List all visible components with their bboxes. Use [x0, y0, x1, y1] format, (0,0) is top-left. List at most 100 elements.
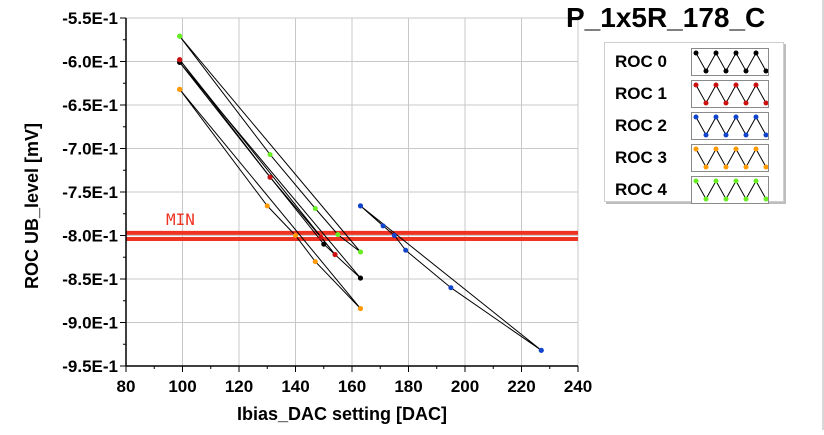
- data-point: [312, 206, 318, 212]
- data-point: [318, 234, 324, 240]
- legend-marker: [713, 178, 719, 184]
- y-tick-label: -9.5E-1: [62, 357, 118, 376]
- x-tick-label: 140: [281, 377, 309, 396]
- legend-swatch: [691, 48, 769, 76]
- data-point: [312, 259, 318, 265]
- series-line: [360, 205, 542, 351]
- legend-marker: [763, 132, 768, 138]
- legend-marker: [753, 114, 759, 120]
- x-tick-label: 180: [394, 377, 422, 396]
- data-point: [403, 247, 409, 253]
- x-tick-label: 80: [117, 377, 136, 396]
- legend-label: ROC 4: [615, 180, 667, 199]
- legend-marker: [703, 164, 709, 170]
- legend-marker: [723, 132, 729, 138]
- legend-marker: [763, 196, 768, 202]
- legend-marker: [733, 146, 739, 152]
- data-point: [335, 232, 341, 238]
- data-point: [357, 249, 363, 255]
- legend-swatch-graphic: [693, 178, 768, 202]
- y-tick-label: -9.0E-1: [62, 314, 118, 333]
- x-axis-label: Ibias_DAC setting [DAC]: [237, 404, 447, 424]
- data-point: [380, 223, 386, 229]
- legend-marker: [693, 50, 699, 56]
- data-point: [264, 203, 270, 209]
- data-point: [177, 86, 183, 92]
- x-tick-label: 120: [225, 377, 253, 396]
- legend-marker: [753, 82, 759, 88]
- legend-marker: [693, 82, 699, 88]
- x-tick-label: 100: [168, 377, 196, 396]
- legend-item: ROC 2: [605, 111, 783, 141]
- legend-marker: [723, 68, 729, 74]
- y-tick-label: -8.5E-1: [62, 270, 118, 289]
- series-line: [179, 88, 361, 309]
- data-point: [177, 33, 183, 39]
- legend-swatch-graphic: [693, 82, 768, 106]
- legend-swatch-graphic: [693, 50, 768, 74]
- legend-item: ROC 4: [605, 175, 783, 205]
- legend-marker: [703, 132, 709, 138]
- legend-swatch: [691, 144, 769, 172]
- legend-line: [695, 115, 767, 137]
- series-line: [179, 35, 361, 253]
- legend-marker: [733, 178, 739, 184]
- legend-swatch-graphic: [693, 146, 768, 170]
- legend-label: ROC 1: [615, 84, 667, 103]
- legend-marker: [743, 196, 749, 202]
- legend-line: [695, 51, 767, 73]
- window-edge: [822, 0, 824, 430]
- legend-marker: [723, 196, 729, 202]
- legend-marker: [733, 82, 739, 88]
- legend-label: ROC 2: [615, 116, 667, 135]
- legend-marker: [693, 146, 699, 152]
- legend-marker: [703, 196, 709, 202]
- legend-marker: [743, 132, 749, 138]
- legend-marker: [753, 146, 759, 152]
- legend-marker: [723, 100, 729, 106]
- data-point: [448, 285, 454, 291]
- data-point: [267, 174, 273, 180]
- legend-marker: [693, 114, 699, 120]
- data-point: [267, 152, 273, 158]
- legend-swatch: [691, 112, 769, 140]
- legend-swatch-graphic: [693, 114, 768, 138]
- y-tick-label: -5.5E-1: [62, 9, 118, 28]
- threshold-label: MIN: [166, 210, 195, 229]
- legend-item: ROC 1: [605, 79, 783, 109]
- legend-marker: [733, 50, 739, 56]
- legend-marker: [743, 100, 749, 106]
- x-tick-label: 220: [507, 377, 535, 396]
- legend-swatch: [691, 80, 769, 108]
- legend-line: [695, 147, 767, 169]
- legend-marker: [763, 164, 768, 170]
- legend-line: [695, 83, 767, 105]
- legend-marker: [763, 100, 768, 106]
- y-tick-label: -6.5E-1: [62, 96, 118, 115]
- data-point: [357, 275, 363, 281]
- legend-marker: [753, 50, 759, 56]
- data-point: [357, 203, 363, 209]
- y-axis-label: ROC UB_level [mV]: [22, 123, 42, 289]
- y-tick-label: -7.5E-1: [62, 183, 118, 202]
- legend-item: ROC 3: [605, 143, 783, 173]
- legend-marker: [713, 82, 719, 88]
- legend-line: [695, 179, 767, 201]
- legend-marker: [743, 68, 749, 74]
- legend-marker: [763, 68, 768, 74]
- data-point: [332, 252, 338, 258]
- x-tick-label: 240: [564, 377, 592, 396]
- legend-marker: [703, 68, 709, 74]
- y-tick-label: -7.0E-1: [62, 140, 118, 159]
- legend-marker: [713, 50, 719, 56]
- legend-swatch: [691, 176, 769, 204]
- legend-marker: [743, 164, 749, 170]
- legend-label: ROC 0: [615, 52, 667, 71]
- legend-item: ROC 0: [605, 47, 783, 77]
- legend-marker: [703, 100, 709, 106]
- legend-label: ROC 3: [615, 148, 667, 167]
- y-tick-label: -8.0E-1: [62, 227, 118, 246]
- legend: ROC 0 ROC 1 ROC 2 ROC 3 ROC 4: [604, 42, 784, 205]
